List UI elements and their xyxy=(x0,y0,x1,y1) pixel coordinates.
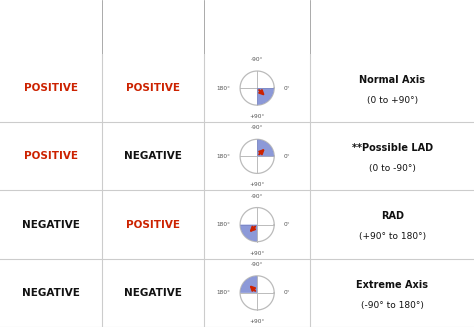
Text: 180°: 180° xyxy=(217,290,231,295)
Text: +90°: +90° xyxy=(249,319,265,324)
Text: +90°: +90° xyxy=(249,114,265,119)
Wedge shape xyxy=(257,140,274,156)
Text: Lead 1: Lead 1 xyxy=(30,22,72,32)
Text: POSITIVE: POSITIVE xyxy=(126,83,180,93)
Text: 0°: 0° xyxy=(283,86,291,91)
Text: +90°: +90° xyxy=(249,182,265,187)
Text: RAD: RAD xyxy=(381,212,404,221)
Text: (-90° to 180°): (-90° to 180°) xyxy=(361,301,424,310)
Text: 180°: 180° xyxy=(217,86,231,91)
Text: Axis: Axis xyxy=(379,22,405,32)
Text: 0°: 0° xyxy=(283,154,291,159)
Text: 0°: 0° xyxy=(283,290,291,295)
Text: POSITIVE: POSITIVE xyxy=(24,151,78,161)
Text: Normal Axis: Normal Axis xyxy=(359,75,425,85)
Text: NEGATIVE: NEGATIVE xyxy=(124,288,182,298)
Text: POSITIVE: POSITIVE xyxy=(24,83,78,93)
Text: -90°: -90° xyxy=(251,57,264,62)
Text: NEGATIVE: NEGATIVE xyxy=(22,220,80,230)
Text: POSITIVE: POSITIVE xyxy=(126,220,180,230)
Text: Extreme Axis: Extreme Axis xyxy=(356,280,428,290)
Text: +90°: +90° xyxy=(249,250,265,255)
Text: (0 to +90°): (0 to +90°) xyxy=(367,96,418,105)
Text: -90°: -90° xyxy=(251,194,264,199)
Text: NEGATIVE: NEGATIVE xyxy=(22,288,80,298)
Text: Quadrant: Quadrant xyxy=(228,22,286,32)
Text: -90°: -90° xyxy=(251,126,264,130)
Text: NEGATIVE: NEGATIVE xyxy=(124,151,182,161)
Wedge shape xyxy=(240,225,257,241)
Text: 0°: 0° xyxy=(283,222,291,227)
Text: -90°: -90° xyxy=(251,262,264,267)
Text: 180°: 180° xyxy=(217,222,231,227)
Text: 180°: 180° xyxy=(217,154,231,159)
Wedge shape xyxy=(240,276,257,293)
Text: (+90° to 180°): (+90° to 180°) xyxy=(359,232,426,241)
Text: (0 to -90°): (0 to -90°) xyxy=(369,164,416,173)
Wedge shape xyxy=(257,88,274,105)
Text: **Possible LAD: **Possible LAD xyxy=(352,143,433,153)
Text: Lead aVF: Lead aVF xyxy=(124,22,182,32)
